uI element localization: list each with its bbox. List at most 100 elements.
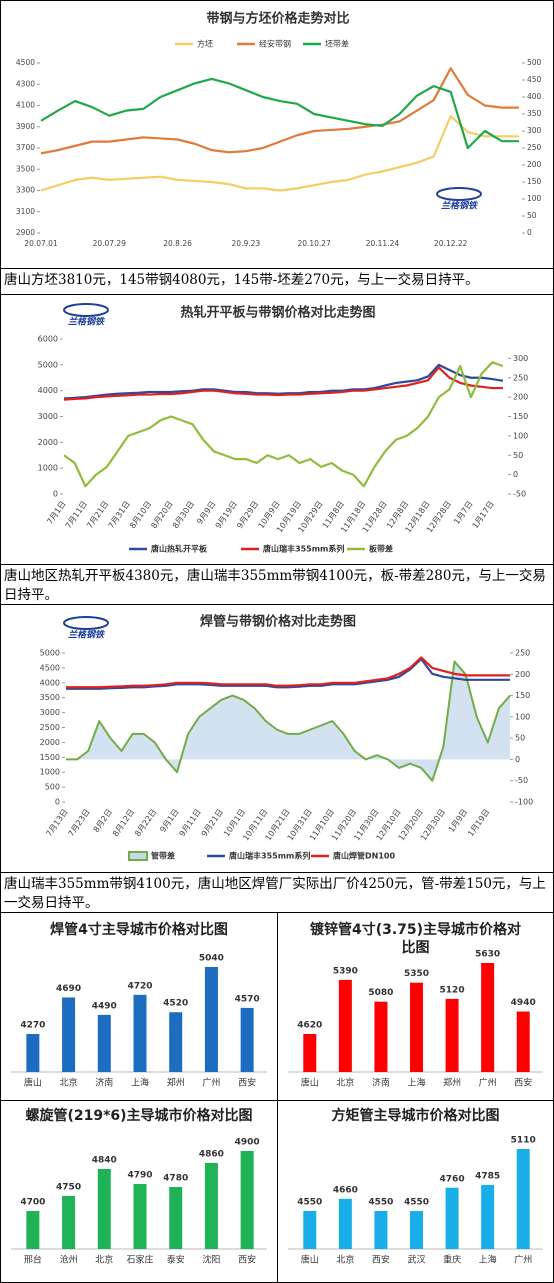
x-tick-label: 西安 xyxy=(372,1254,390,1266)
value-label: 4550 xyxy=(297,1198,322,1208)
y2-tick-label: 50 xyxy=(515,734,525,743)
y-tick-label: 3500 xyxy=(40,693,60,702)
y2-tick-label: 100 xyxy=(515,712,530,721)
legend-label: 方坯 xyxy=(197,39,213,49)
y2-tick-label: 0 xyxy=(527,228,532,237)
caption: 唐山瑞丰355mm带钢4100元，唐山地区焊管厂实际出厂价4250元，管-带差1… xyxy=(0,872,554,913)
y2-tick-label: 500 xyxy=(527,58,542,67)
y2-tick-label: 0 xyxy=(515,755,520,764)
y-tick-label: 5000 xyxy=(38,360,58,369)
y2-tick-label: 450 xyxy=(527,75,542,84)
value-label: 4860 xyxy=(199,1150,224,1160)
logo: 兰格钢铁 xyxy=(441,201,479,212)
x-tick-label: 1月9日 xyxy=(447,807,469,834)
y2-tick-label: 100 xyxy=(527,194,542,203)
y2-tick-label: 0 xyxy=(513,470,518,479)
bar xyxy=(26,1211,40,1249)
bar xyxy=(445,998,459,1072)
chart-title: 焊管与带钢价格对比走势图 xyxy=(200,614,356,630)
chart: 带钢与方坯价格走势对比兰格钢铁2900310033003500370039004… xyxy=(16,11,542,249)
y2-tick-label: 200 xyxy=(513,393,528,402)
x-tick-label: 上海 xyxy=(131,1077,149,1089)
value-label: 4700 xyxy=(20,1198,45,1208)
y-tick-label: 500 xyxy=(45,783,60,792)
value-label: 5350 xyxy=(404,969,429,979)
x-tick-label: 广州 xyxy=(514,1254,532,1266)
x-tick-label: 上海 xyxy=(479,1254,497,1266)
x-tick-label: 1月19日 xyxy=(466,807,491,838)
x-tick-label: 1月17日 xyxy=(471,499,496,530)
bar xyxy=(338,1198,352,1249)
x-tick-label: 西安 xyxy=(514,1077,532,1089)
value-label: 4900 xyxy=(235,1138,260,1148)
y-tick-label: 3000 xyxy=(40,708,60,717)
y2-tick-label: 200 xyxy=(527,160,542,169)
value-label: 5080 xyxy=(368,988,393,998)
y-tick-label: 4000 xyxy=(40,678,60,687)
x-tick-label: 北京 xyxy=(95,1254,113,1266)
y-tick-label: 1000 xyxy=(38,464,58,473)
chart-title: 方矩管主导城市价格对比图 xyxy=(331,1108,500,1124)
y-tick-label: 1000 xyxy=(40,768,60,777)
chart: 4620 唐山 5390 北京 5080 济南 5350 上海 5120 郑州 5630 广州 4940… xyxy=(288,950,543,1089)
legend-label: 唐山热轧开平板 xyxy=(151,544,208,554)
value-label: 4490 xyxy=(92,1001,117,1011)
x-tick-label: 20.9.23 xyxy=(232,239,261,248)
x-tick-label: 8月2日 xyxy=(92,807,114,834)
x-tick-label: 济南 xyxy=(372,1077,390,1089)
value-label: 4690 xyxy=(56,984,81,994)
x-tick-label: 20.07.01 xyxy=(24,239,58,248)
bar xyxy=(410,1211,423,1249)
x-tick-label: 广州 xyxy=(479,1077,497,1089)
y-tick-label: 3300 xyxy=(16,186,35,195)
y-tick-label: 2000 xyxy=(38,438,58,447)
value-label: 4780 xyxy=(163,1174,188,1184)
bar xyxy=(62,1196,76,1249)
x-tick-label: 西安 xyxy=(238,1077,256,1089)
x-tick-label: 7月23日 xyxy=(67,807,92,838)
y2-tick-label: 100 xyxy=(513,431,528,440)
caption: 唐山方坯3810元，145带钢4080元，145带-坯差270元，与上一交易日持… xyxy=(0,268,554,295)
bar xyxy=(169,1187,183,1249)
bar xyxy=(240,1007,254,1072)
x-tick-label: 20.8.26 xyxy=(163,239,192,248)
bar xyxy=(481,1184,495,1249)
y-tick-label: 3100 xyxy=(16,207,35,216)
value-label: 4570 xyxy=(235,994,260,1004)
chart-panel: 4550 唐山 4660 北京 4550 西安 4550 武汉 4760 重庆 4785 上海 5110… xyxy=(277,1100,554,1283)
x-tick-label: 沈阳 xyxy=(202,1254,220,1266)
x-tick-label: 郑州 xyxy=(443,1077,461,1089)
y2-tick-label: 250 xyxy=(527,143,542,152)
x-tick-label: 20.12.22 xyxy=(434,239,468,248)
legend-label: 管带差 xyxy=(151,851,175,861)
y2-tick-label: 50 xyxy=(513,451,523,460)
y-tick-label: 0 xyxy=(53,490,58,499)
chart: 焊管与带钢价格对比走势图兰格钢铁050010001500200025003000… xyxy=(40,614,533,861)
bar xyxy=(133,994,147,1072)
x-tick-label: 济南 xyxy=(95,1077,113,1089)
chart-panel: 带钢与方坯价格走势对比 兰格钢铁 2900 3100 3300 3500 3700 3900 4… xyxy=(0,0,554,269)
legend-label: 经安带钢 xyxy=(259,39,291,49)
logo: 兰格钢铁 xyxy=(68,630,106,641)
value-label: 4270 xyxy=(20,1021,45,1031)
bar xyxy=(204,967,218,1072)
y-tick-label: 3000 xyxy=(38,412,58,421)
y-tick-label: 6000 xyxy=(38,335,58,344)
bar xyxy=(410,982,423,1072)
bar xyxy=(169,1012,183,1072)
line-series xyxy=(66,660,511,782)
bar xyxy=(481,963,495,1072)
x-tick-label: 西安 xyxy=(238,1254,256,1266)
legend-label: 板带差 xyxy=(369,544,393,554)
line-series xyxy=(66,656,510,689)
x-tick-label: 9月1日 xyxy=(158,807,180,834)
y2-tick-label: 250 xyxy=(513,373,528,382)
y-tick-label: 4500 xyxy=(40,663,60,672)
y2-tick-label: -50 xyxy=(515,776,528,785)
value-label: 4720 xyxy=(127,981,152,991)
value-label: 4660 xyxy=(333,1185,358,1195)
legend-label: 坯带差 xyxy=(325,39,349,49)
y2-tick-label: 150 xyxy=(527,177,542,186)
x-tick-label: 重庆 xyxy=(443,1254,461,1266)
